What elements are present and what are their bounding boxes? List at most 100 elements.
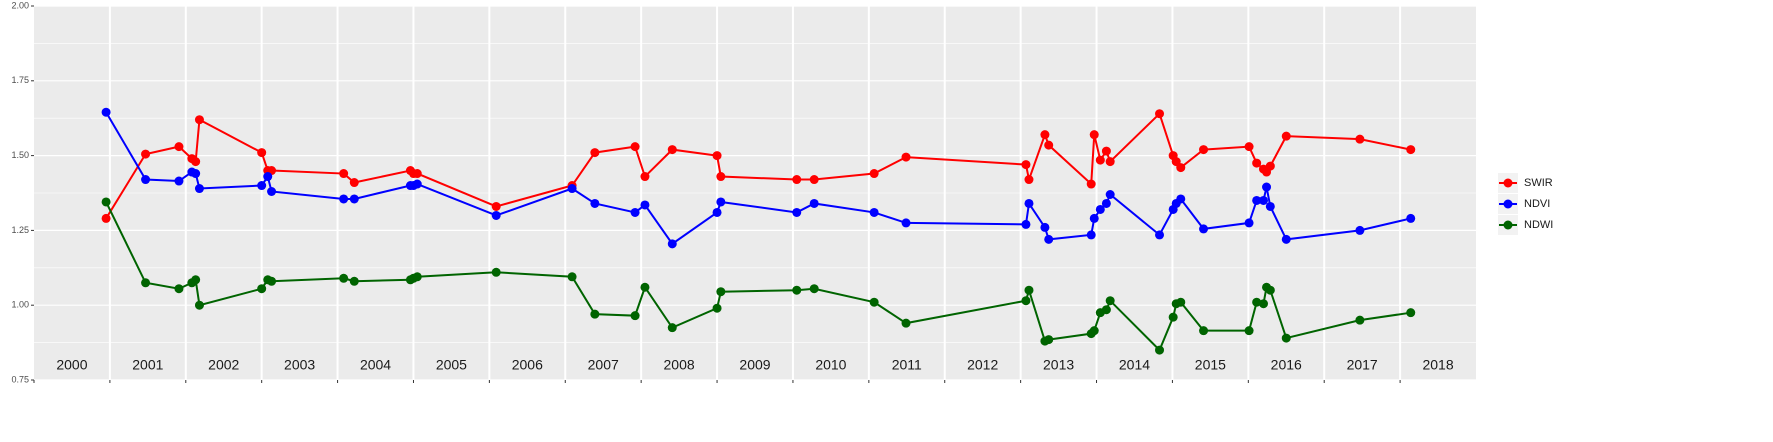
point bbox=[1176, 163, 1186, 173]
point bbox=[1406, 213, 1416, 223]
x-tick-label: 2002 bbox=[208, 357, 239, 373]
x-tick-label: 2006 bbox=[512, 357, 543, 373]
point bbox=[869, 169, 879, 179]
point bbox=[1252, 195, 1262, 205]
point bbox=[267, 276, 277, 286]
point bbox=[339, 273, 349, 283]
point bbox=[191, 275, 201, 285]
point bbox=[1199, 326, 1209, 336]
point bbox=[141, 278, 151, 288]
x-tick-label: 2000 bbox=[56, 357, 87, 373]
x-tick-label: 2007 bbox=[588, 357, 619, 373]
x-tick-label: 2017 bbox=[1347, 357, 1378, 373]
point bbox=[257, 181, 267, 191]
point bbox=[412, 272, 422, 282]
y-tick-label: 1.00 bbox=[11, 300, 29, 310]
point bbox=[1406, 308, 1416, 318]
x-tick-label: 2001 bbox=[132, 357, 163, 373]
point bbox=[1101, 198, 1111, 208]
point bbox=[1155, 345, 1165, 355]
point bbox=[101, 213, 111, 223]
point bbox=[869, 207, 879, 217]
point bbox=[1355, 225, 1365, 235]
point bbox=[1095, 155, 1105, 165]
point bbox=[1252, 297, 1262, 307]
x-tick-label: 2009 bbox=[739, 357, 770, 373]
point bbox=[640, 172, 650, 182]
point bbox=[349, 178, 359, 188]
point bbox=[1024, 285, 1034, 295]
point bbox=[1355, 134, 1365, 144]
point bbox=[1252, 158, 1262, 168]
point bbox=[339, 194, 349, 204]
x-tick-label: 2004 bbox=[360, 357, 391, 373]
point bbox=[1044, 234, 1054, 244]
point bbox=[491, 267, 501, 277]
point bbox=[792, 207, 802, 217]
point bbox=[712, 207, 722, 217]
point bbox=[1101, 146, 1111, 156]
point bbox=[141, 175, 151, 185]
point bbox=[1105, 296, 1115, 306]
point bbox=[191, 169, 201, 179]
point bbox=[1040, 222, 1050, 232]
y-tick-label: 2.00 bbox=[11, 0, 29, 10]
point bbox=[1244, 218, 1254, 228]
point bbox=[792, 285, 802, 295]
point bbox=[1044, 140, 1054, 150]
point bbox=[1265, 201, 1275, 211]
legend-point bbox=[1503, 199, 1513, 209]
point bbox=[1021, 160, 1031, 170]
point bbox=[491, 201, 501, 211]
legend-label: NDVI bbox=[1524, 198, 1550, 210]
point bbox=[349, 276, 359, 286]
point bbox=[1355, 315, 1365, 325]
point bbox=[712, 303, 722, 313]
point bbox=[1095, 204, 1105, 214]
point bbox=[901, 318, 911, 328]
point bbox=[412, 179, 422, 189]
legend-label: SWIR bbox=[1524, 177, 1553, 189]
point bbox=[1105, 157, 1115, 167]
x-tick-label: 2014 bbox=[1119, 357, 1150, 373]
point bbox=[1040, 130, 1050, 140]
point bbox=[590, 309, 600, 319]
point bbox=[590, 148, 600, 158]
point bbox=[567, 272, 577, 282]
point bbox=[1244, 142, 1254, 152]
point bbox=[101, 197, 111, 207]
point bbox=[267, 187, 277, 197]
point bbox=[1155, 109, 1165, 119]
point bbox=[809, 175, 819, 185]
point bbox=[630, 142, 640, 152]
point bbox=[667, 323, 677, 333]
point bbox=[1089, 130, 1099, 140]
y-tick-label: 1.75 bbox=[11, 75, 29, 85]
point bbox=[1021, 296, 1031, 306]
x-tick-label: 2005 bbox=[436, 357, 467, 373]
point bbox=[1258, 195, 1268, 205]
point bbox=[1199, 224, 1209, 234]
point bbox=[1155, 230, 1165, 240]
point bbox=[901, 218, 911, 228]
point bbox=[174, 284, 184, 294]
point bbox=[174, 176, 184, 186]
point bbox=[1281, 234, 1291, 244]
point bbox=[590, 198, 600, 208]
x-tick-label: 2003 bbox=[284, 357, 315, 373]
point bbox=[1168, 312, 1178, 322]
y-tick-label: 1.50 bbox=[11, 150, 29, 160]
point bbox=[567, 184, 577, 194]
legend-point bbox=[1503, 220, 1513, 230]
point bbox=[339, 169, 349, 179]
point bbox=[1089, 213, 1099, 223]
point bbox=[716, 197, 726, 207]
point bbox=[1044, 335, 1054, 345]
point bbox=[1244, 326, 1254, 336]
point bbox=[263, 172, 273, 182]
point bbox=[667, 145, 677, 155]
point bbox=[257, 148, 267, 158]
x-tick-label: 2018 bbox=[1422, 357, 1453, 373]
